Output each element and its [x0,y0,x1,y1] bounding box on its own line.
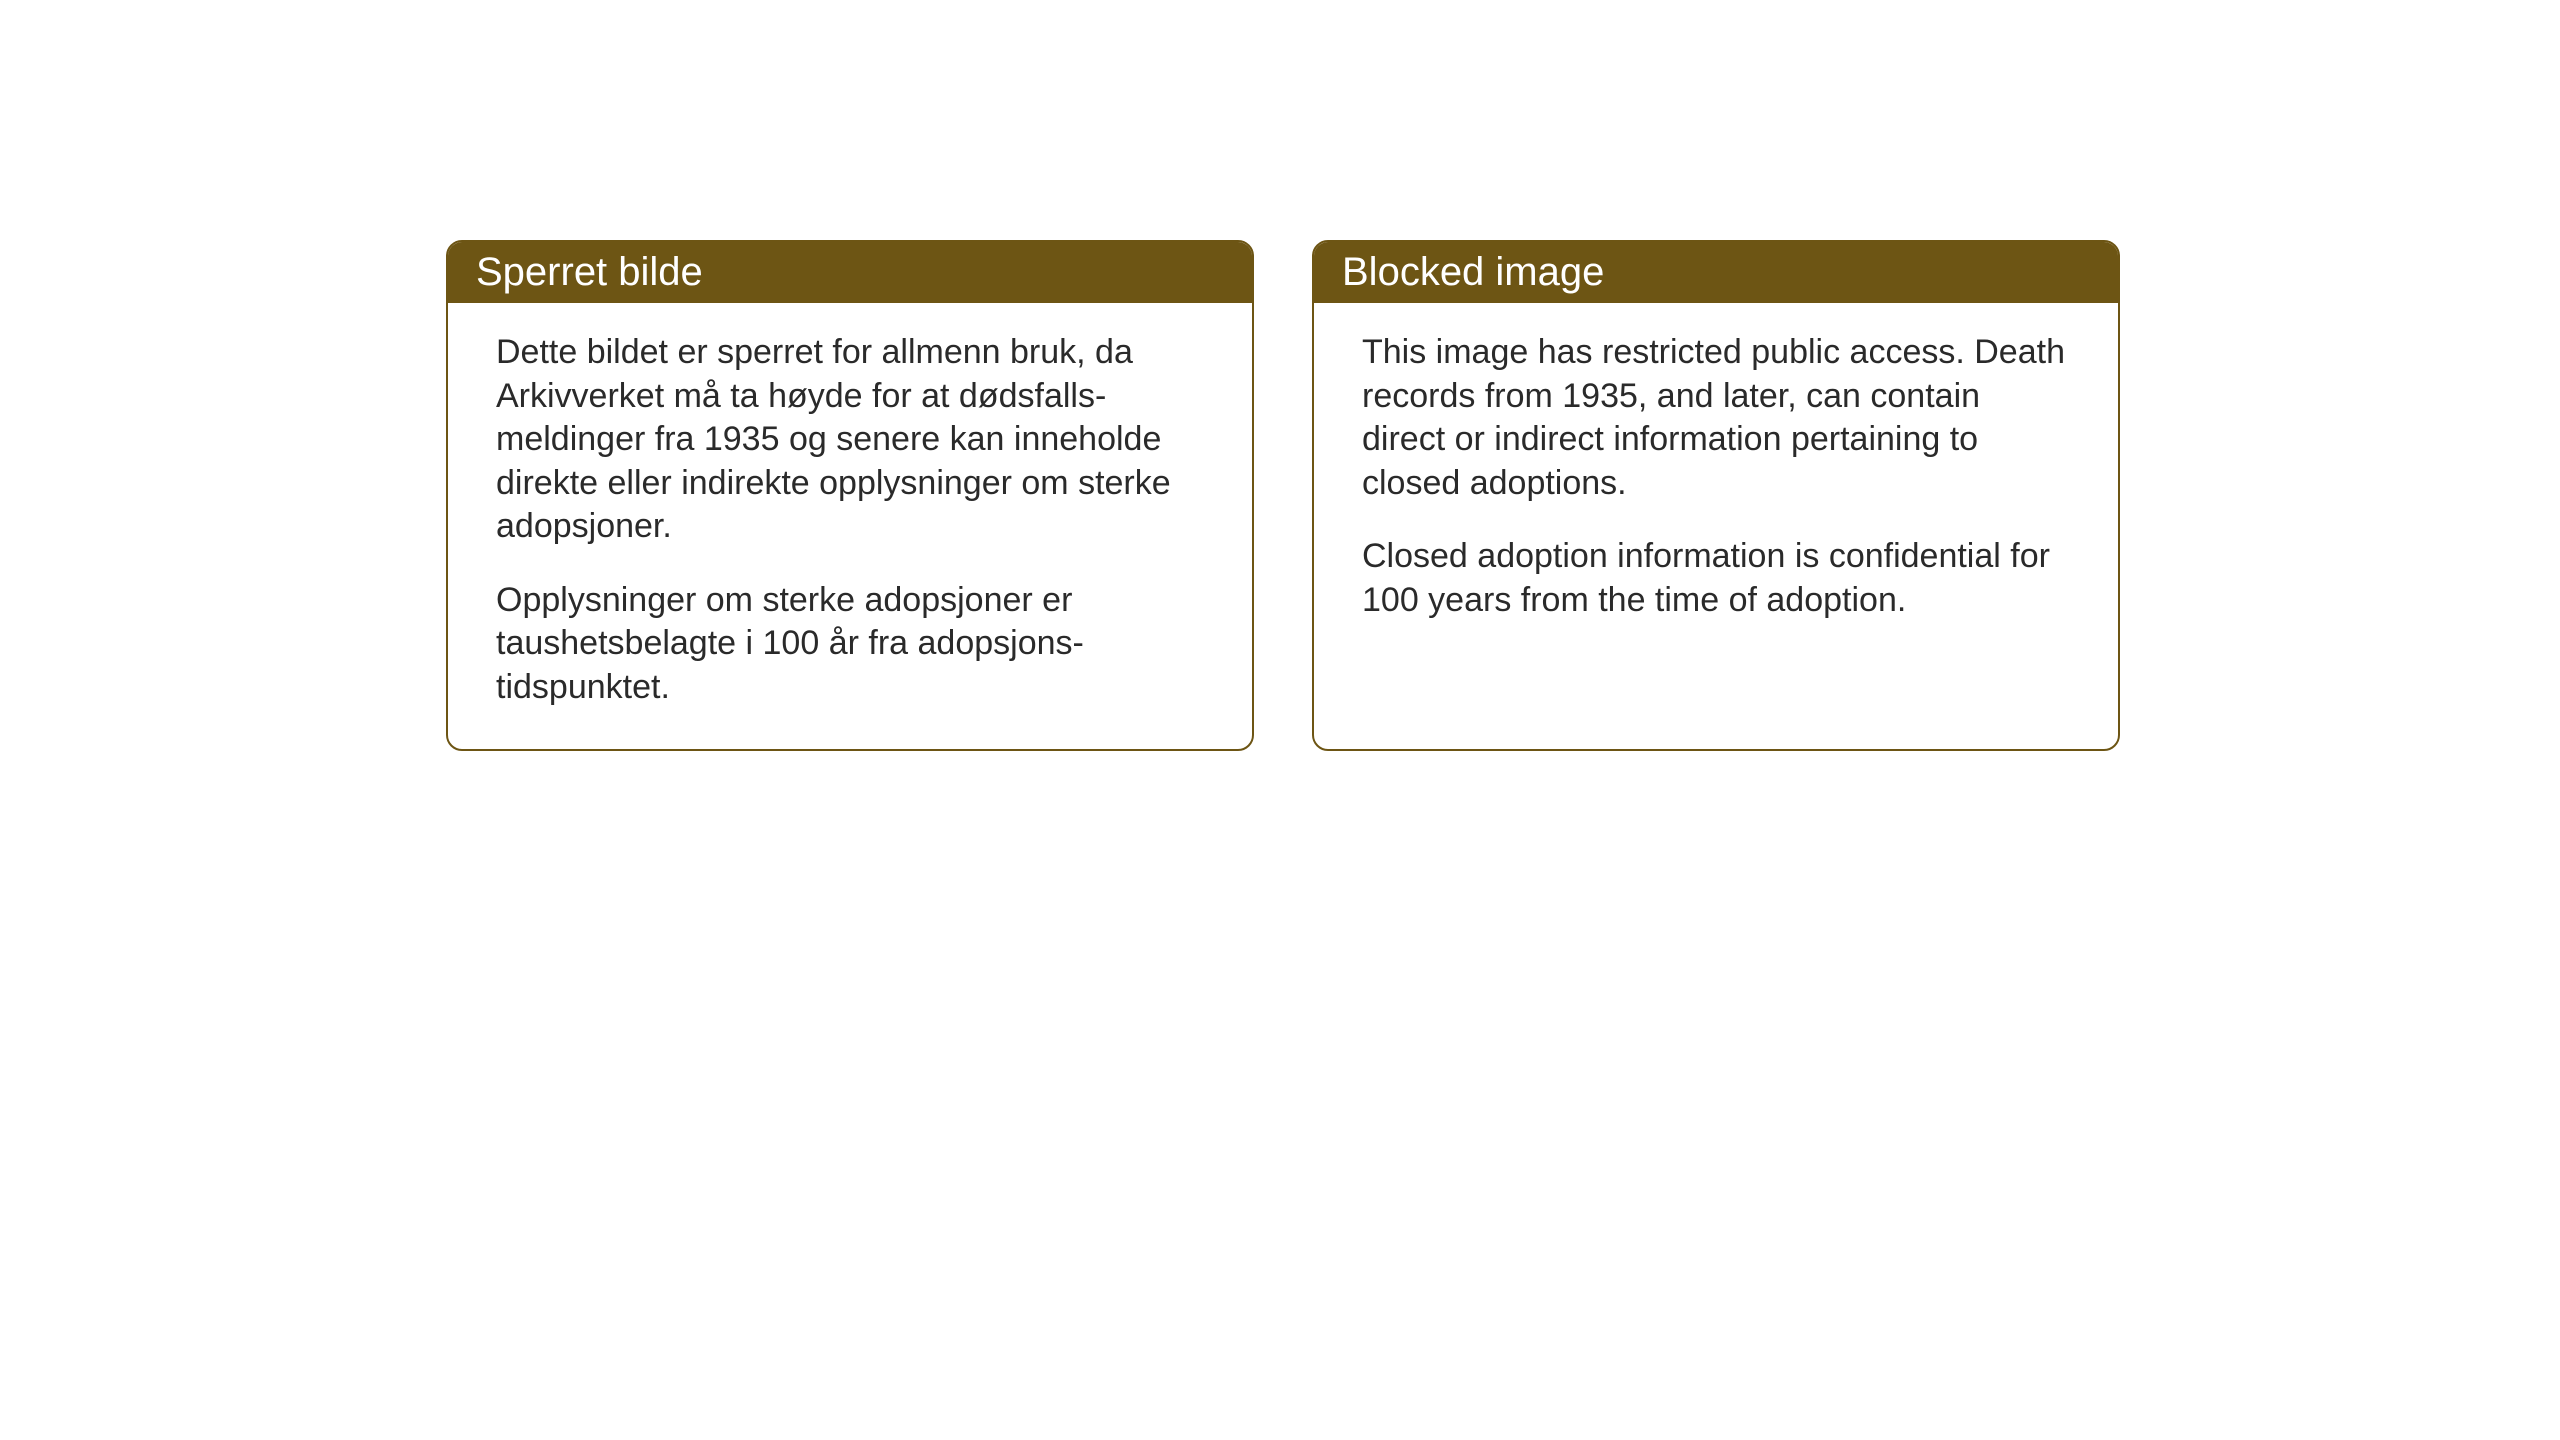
card-header-norwegian: Sperret bilde [448,242,1252,303]
card-body-english: This image has restricted public access.… [1314,303,2118,662]
notice-paragraph-2-english: Closed adoption information is confident… [1362,535,2070,622]
notice-paragraph-2-norwegian: Opplysninger om sterke adopsjoner er tau… [496,579,1204,710]
card-header-english: Blocked image [1314,242,2118,303]
card-body-norwegian: Dette bildet er sperret for allmenn bruk… [448,303,1252,749]
notice-card-norwegian: Sperret bilde Dette bildet er sperret fo… [446,240,1254,751]
notice-card-english: Blocked image This image has restricted … [1312,240,2120,751]
notice-paragraph-1-english: This image has restricted public access.… [1362,331,2070,505]
notice-paragraph-1-norwegian: Dette bildet er sperret for allmenn bruk… [496,331,1204,549]
notice-cards-container: Sperret bilde Dette bildet er sperret fo… [446,240,2120,751]
